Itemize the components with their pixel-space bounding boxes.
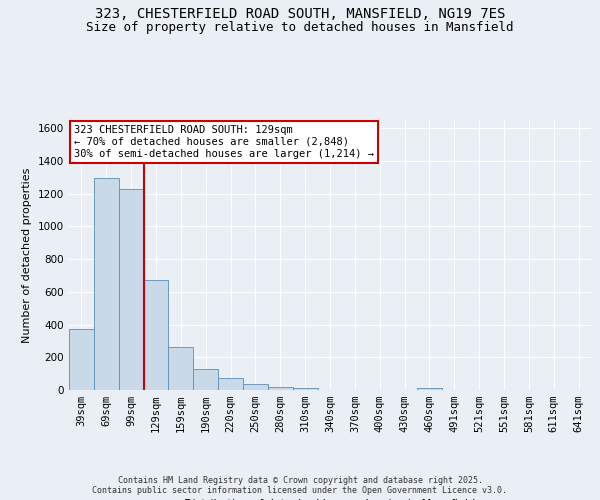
Y-axis label: Number of detached properties: Number of detached properties — [22, 168, 32, 342]
Text: 323, CHESTERFIELD ROAD SOUTH, MANSFIELD, NG19 7ES: 323, CHESTERFIELD ROAD SOUTH, MANSFIELD,… — [95, 8, 505, 22]
Bar — [243, 384, 268, 390]
Bar — [69, 328, 94, 390]
Bar — [94, 178, 119, 390]
Text: Contains HM Land Registry data © Crown copyright and database right 2025.
Contai: Contains HM Land Registry data © Crown c… — [92, 476, 508, 495]
Bar — [119, 188, 143, 390]
Bar — [417, 388, 442, 390]
Bar — [293, 388, 317, 390]
X-axis label: Distribution of detached houses by size in Mansfield: Distribution of detached houses by size … — [184, 499, 476, 500]
Bar — [193, 368, 218, 390]
Bar — [268, 386, 293, 390]
Bar — [218, 378, 243, 390]
Text: Size of property relative to detached houses in Mansfield: Size of property relative to detached ho… — [86, 21, 514, 34]
Bar — [143, 280, 169, 390]
Text: 323 CHESTERFIELD ROAD SOUTH: 129sqm
← 70% of detached houses are smaller (2,848): 323 CHESTERFIELD ROAD SOUTH: 129sqm ← 70… — [74, 126, 374, 158]
Bar — [169, 346, 193, 390]
